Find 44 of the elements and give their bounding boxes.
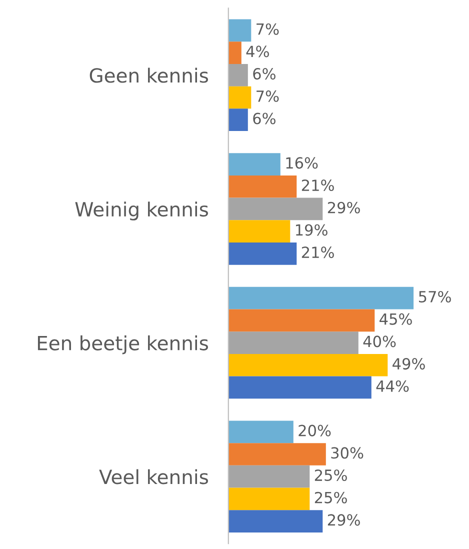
- data-label: 44%: [376, 380, 409, 392]
- data-label: 21%: [302, 246, 334, 258]
- bar: [228, 465, 310, 488]
- bar: [228, 153, 280, 176]
- data-label: 29%: [328, 514, 360, 526]
- data-label: 7%: [256, 90, 279, 102]
- data-label: 25%: [314, 492, 347, 504]
- data-label: 19%: [296, 224, 328, 236]
- data-label: 25%: [314, 469, 347, 482]
- data-label: 49%: [392, 358, 425, 370]
- bar: [228, 175, 297, 198]
- data-label: 30%: [331, 447, 364, 459]
- bar: [228, 488, 310, 510]
- bar: [228, 420, 294, 444]
- bar: [228, 19, 252, 42]
- y-tick-label: Veel kennis: [99, 469, 208, 484]
- data-label: 29%: [328, 202, 360, 214]
- bar: [228, 376, 372, 399]
- bar: [228, 86, 252, 109]
- data-label: 7%: [256, 23, 279, 35]
- bar: [228, 510, 323, 532]
- data-label: 21%: [302, 179, 334, 192]
- bar: [228, 42, 242, 64]
- bar: [228, 198, 323, 220]
- data-label: 20%: [298, 424, 331, 436]
- data-label: 45%: [380, 313, 412, 325]
- y-tick-label: Geen kennis: [90, 68, 208, 83]
- data-label: 57%: [419, 290, 451, 303]
- data-label: 4%: [246, 46, 269, 58]
- bar: [228, 286, 414, 310]
- bar: [228, 220, 290, 242]
- bar: [228, 332, 358, 354]
- bar: [228, 354, 388, 376]
- data-label: 40%: [363, 336, 396, 348]
- bar: [228, 242, 297, 265]
- y-tick-label: Een beetje kennis: [38, 335, 208, 354]
- bar: [228, 108, 248, 132]
- data-label: 6%: [253, 68, 276, 80]
- data-label: 16%: [286, 157, 318, 169]
- y-tick-label: Weinig kennis: [75, 202, 208, 220]
- bar: [228, 309, 375, 332]
- data-label: 6%: [253, 112, 276, 124]
- bar: [228, 64, 248, 86]
- bar: [228, 443, 326, 466]
